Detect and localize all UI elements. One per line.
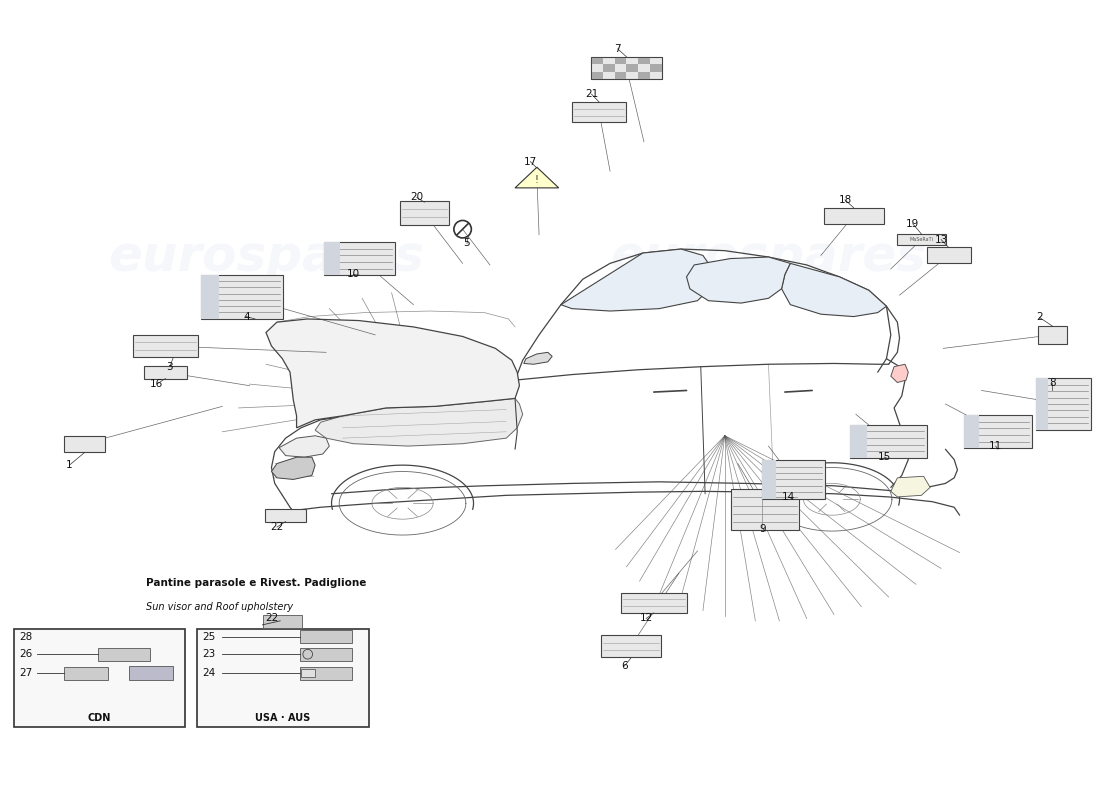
Bar	[927, 247, 970, 263]
Bar	[650, 64, 662, 72]
Text: 26: 26	[19, 650, 32, 659]
Text: eurospares: eurospares	[108, 233, 424, 281]
Bar	[964, 415, 1032, 449]
Bar	[98, 648, 151, 661]
Text: Pantine parasole e Rivest. Padiglione: Pantine parasole e Rivest. Padiglione	[146, 578, 366, 588]
Bar	[64, 436, 106, 452]
Text: 10: 10	[346, 270, 360, 279]
Bar	[615, 57, 627, 64]
Polygon shape	[524, 352, 552, 364]
Polygon shape	[272, 457, 315, 479]
Bar	[591, 57, 603, 64]
Text: 11: 11	[989, 441, 1002, 451]
Bar	[591, 72, 603, 79]
Text: MaSeRaTi: MaSeRaTi	[910, 237, 933, 242]
Text: 13: 13	[934, 234, 948, 245]
Bar	[601, 635, 661, 658]
Text: 16: 16	[150, 379, 164, 389]
Polygon shape	[279, 436, 329, 457]
Bar	[1038, 326, 1067, 343]
Text: 14: 14	[781, 492, 795, 502]
Bar	[324, 242, 395, 275]
Bar	[591, 57, 662, 79]
Bar	[399, 202, 449, 226]
Bar	[324, 242, 340, 275]
Polygon shape	[266, 319, 519, 428]
Text: !: !	[535, 174, 539, 185]
Polygon shape	[891, 476, 931, 497]
Text: 18: 18	[838, 194, 851, 205]
Bar	[301, 670, 315, 677]
Text: Sun visor and Roof upholstery: Sun visor and Roof upholstery	[146, 602, 293, 611]
Bar	[572, 102, 627, 122]
Bar	[850, 425, 867, 458]
Bar	[265, 509, 307, 522]
Bar	[144, 366, 187, 378]
Polygon shape	[782, 263, 887, 317]
Bar	[732, 489, 799, 530]
Text: 5: 5	[464, 238, 471, 249]
Polygon shape	[315, 398, 522, 446]
Text: 6: 6	[621, 661, 628, 671]
Bar	[133, 335, 198, 357]
Text: 3: 3	[166, 362, 173, 372]
Polygon shape	[561, 249, 714, 311]
Bar	[300, 667, 352, 680]
Text: 9: 9	[760, 524, 767, 534]
Bar	[64, 667, 108, 680]
Text: 24: 24	[202, 668, 216, 678]
Text: eurospares: eurospares	[610, 233, 926, 281]
Bar	[615, 72, 627, 79]
Text: 23: 23	[202, 650, 216, 659]
Bar	[762, 460, 776, 498]
Bar	[638, 57, 650, 64]
FancyBboxPatch shape	[14, 630, 185, 726]
Bar	[627, 64, 638, 72]
Text: CDN: CDN	[88, 713, 111, 722]
Text: 22: 22	[265, 614, 278, 623]
FancyBboxPatch shape	[197, 630, 368, 726]
Text: USA · AUS: USA · AUS	[255, 713, 310, 722]
Text: 15: 15	[878, 452, 891, 462]
Text: 12: 12	[639, 614, 652, 623]
Bar	[762, 460, 825, 498]
Text: 17: 17	[524, 157, 537, 166]
Bar	[603, 64, 615, 72]
Bar	[638, 72, 650, 79]
Polygon shape	[515, 167, 559, 188]
Bar	[964, 415, 979, 449]
Bar	[850, 425, 927, 458]
Bar	[621, 593, 686, 613]
Bar	[824, 208, 883, 224]
Polygon shape	[891, 364, 909, 382]
Text: 4: 4	[243, 311, 250, 322]
Text: 28: 28	[19, 632, 32, 642]
Text: 20: 20	[410, 193, 424, 202]
Text: 27: 27	[19, 668, 32, 678]
Bar	[263, 614, 302, 629]
Bar	[130, 666, 173, 681]
Text: 8: 8	[1049, 378, 1056, 387]
Text: 2: 2	[1036, 312, 1043, 322]
Text: 19: 19	[906, 218, 920, 229]
Bar	[1036, 378, 1091, 430]
Text: 1: 1	[66, 460, 73, 470]
Bar	[201, 275, 219, 318]
Text: 21: 21	[585, 89, 598, 99]
Bar	[591, 57, 662, 79]
Text: 25: 25	[202, 632, 216, 642]
Bar	[300, 630, 352, 643]
Bar	[201, 275, 283, 318]
Text: 7: 7	[615, 44, 622, 54]
Polygon shape	[686, 257, 790, 303]
Bar	[1036, 378, 1048, 430]
Bar	[300, 648, 352, 661]
Text: 22: 22	[271, 522, 284, 532]
Bar	[896, 234, 946, 245]
